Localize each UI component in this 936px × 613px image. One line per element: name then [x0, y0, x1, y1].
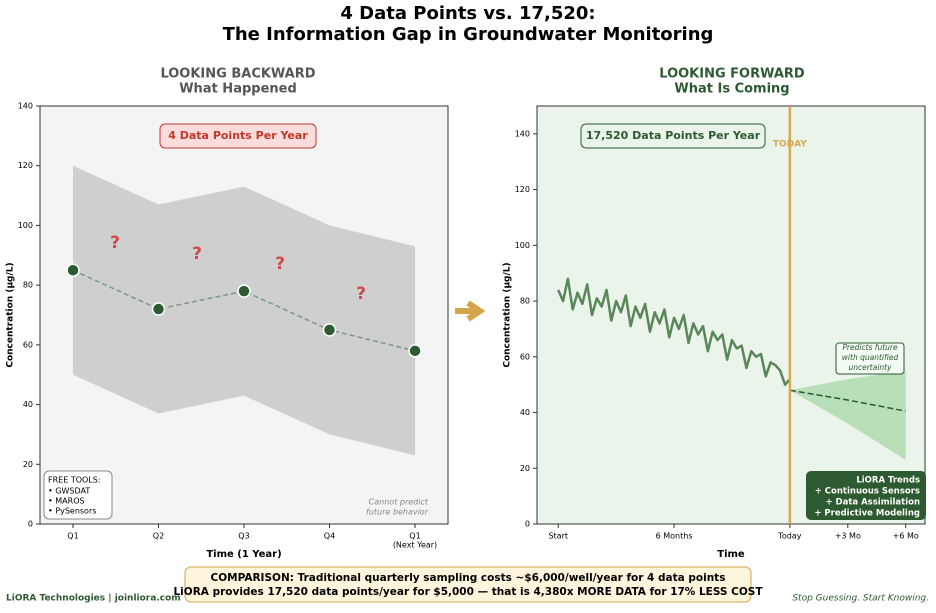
liora-box — [806, 471, 926, 520]
x-tick-label: Q2 — [153, 532, 164, 541]
panel-subheading: What Happened — [179, 82, 297, 97]
comparison-text: COMPARISON: Traditional quarterly sampli… — [211, 572, 726, 584]
tool: • GWSDAT — [48, 487, 90, 496]
tool: • PySensors — [48, 507, 96, 516]
brand: LiORA Technologies | joinliora.com — [6, 594, 181, 604]
note-box — [835, 342, 905, 375]
badge: 17,520 Data Points Per Year — [586, 129, 761, 142]
liora-feature: + Continuous Sensors — [815, 487, 920, 497]
x-tick-label: 6 Months — [656, 532, 693, 541]
x-axis-label: Time (1 Year) — [206, 549, 281, 560]
x-tick-label: Q3 — [238, 532, 249, 541]
y-tick-label: 60 — [23, 340, 33, 349]
y-tick-label: 80 — [520, 297, 530, 306]
badge: 4 Data Points Per Year — [168, 129, 308, 142]
badge-box — [159, 123, 317, 149]
title: 4 Data Points vs. 17,520: — [340, 3, 595, 24]
y-tick-label: 0 — [525, 520, 530, 529]
uncertainty-band — [73, 165, 415, 456]
y-tick-label: 140 — [515, 129, 530, 138]
tools-box — [43, 470, 113, 520]
x-tick-label: Start — [548, 532, 568, 541]
panel-heading: LOOKING FORWARD — [659, 67, 805, 82]
question-mark: ? — [356, 284, 366, 304]
data-point — [66, 263, 80, 277]
liora-feature: + Predictive Modeling — [814, 509, 920, 519]
note: Predicts future — [842, 343, 898, 352]
tool: • MAROS — [48, 497, 85, 506]
liora-feature: LiORA Trends — [856, 476, 920, 486]
note: uncertainty — [848, 363, 892, 372]
forecast-band — [789, 370, 906, 460]
x-tick-label: Q4 — [324, 532, 335, 541]
x-tick-label: Today — [777, 532, 801, 541]
y-axis-label: Concentration (µg/L) — [503, 262, 513, 367]
y-tick-label: 20 — [23, 460, 33, 469]
y-tick-label: 120 — [18, 161, 33, 170]
title: The Information Gap in Groundwater Monit… — [223, 24, 714, 45]
x-tick-label: +6 Mo — [893, 532, 919, 541]
x-axis-label: Time — [717, 549, 745, 560]
y-tick-label: 0 — [28, 520, 33, 529]
panel-heading: LOOKING BACKWARD — [160, 67, 315, 82]
note: future behavior — [366, 508, 429, 517]
y-tick-label: 100 — [18, 221, 33, 230]
x-tick-label: Q1 — [67, 532, 78, 541]
arrow — [455, 300, 486, 322]
comparison-text: LiORA provides 17,520 data points/year f… — [173, 586, 763, 598]
y-tick-label: 20 — [520, 464, 530, 473]
y-tick-label: 80 — [23, 281, 33, 290]
question-mark: ? — [192, 244, 202, 264]
y-tick-label: 60 — [520, 352, 530, 361]
question-mark: ? — [275, 254, 285, 274]
y-tick-label: 140 — [18, 102, 33, 111]
trend-line — [72, 269, 416, 352]
forecast-line — [789, 389, 906, 412]
measured-line — [557, 277, 791, 386]
y-tick-label: 120 — [515, 185, 530, 194]
comparison-box — [184, 566, 752, 603]
x-tick-sublabel: (Next Year) — [393, 541, 437, 550]
data-point — [408, 344, 422, 358]
tools-title: FREE TOOLS: — [48, 476, 101, 485]
liora-feature: + Data Assimilation — [825, 498, 920, 508]
y-axis-label: Concentration (µg/L) — [6, 262, 16, 367]
data-point — [322, 323, 337, 337]
y-tick-label: 40 — [23, 400, 33, 409]
panel-subheading: What Is Coming — [674, 82, 789, 97]
today-label: TODAY — [773, 140, 807, 150]
x-tick-label: Q1 — [409, 532, 420, 541]
badge-box — [580, 123, 766, 149]
data-point — [237, 284, 251, 298]
data-point — [151, 302, 166, 316]
plot-area — [536, 105, 926, 525]
tagline: Stop Guessing. Start Knowing. — [792, 594, 929, 604]
note: with quantified — [842, 353, 899, 362]
y-tick-label: 100 — [515, 241, 530, 250]
x-tick-label: +3 Mo — [835, 532, 861, 541]
question-mark: ? — [110, 233, 120, 253]
y-tick-label: 40 — [520, 408, 530, 417]
note: Cannot predict — [369, 498, 429, 507]
